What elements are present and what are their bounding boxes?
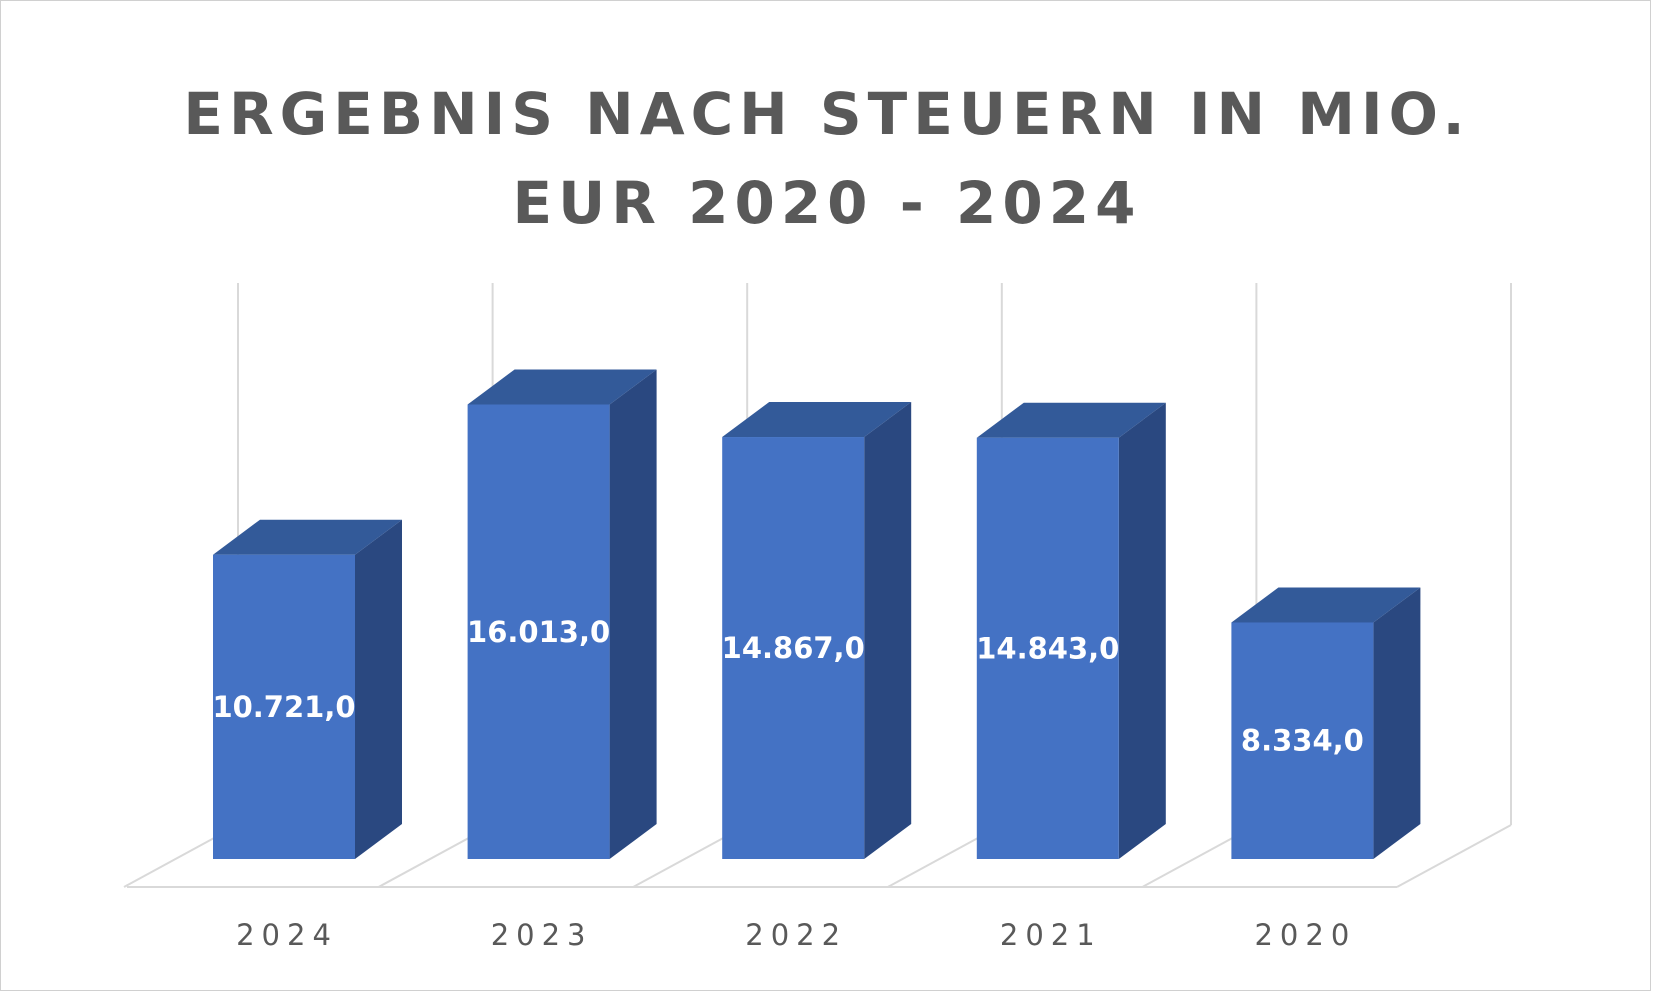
x-tick-label: 2020 [1254,918,1356,952]
x-axis-ticks: 2024 2023 2022 2021 2020 [236,918,1356,952]
bar-side-2021 [1118,402,1166,859]
data-label-2021: 14.843,0 [976,631,1119,665]
bars: 10.721,0 16.013,0 14.867,0 14.843,0 8.334,0 [212,369,1421,859]
bar-top-2024 [213,519,402,555]
bar-top-2020 [1231,587,1421,623]
chart-title-line-2: EUR 2020 - 2024 [513,169,1142,237]
bar-2022 [722,437,865,859]
bar-top-2021 [976,402,1166,438]
bar-top-2023 [467,369,657,405]
bar-side-2020 [1373,587,1421,859]
data-label-2023: 16.013,0 [467,615,610,649]
bar-2021 [976,437,1119,859]
x-tick-label: 2022 [745,918,847,952]
data-label-2024: 10.721,0 [212,690,355,724]
bar-side-2023 [609,369,657,859]
bar-2020 [1231,622,1374,859]
bar-side-2022 [864,402,912,859]
bar-2024 [213,554,355,859]
bar-2023 [467,404,610,859]
x-tick-label: 2021 [1000,918,1102,952]
data-label-2020: 8.334,0 [1241,724,1364,758]
floor-divider [1396,824,1512,888]
x-tick-label: 2023 [491,918,593,952]
bar-side-2024 [355,519,402,859]
data-label-2022: 14.867,0 [722,631,865,665]
x-tick-label: 2024 [236,918,338,952]
bar-top-2022 [722,402,912,438]
chart-title-line-1: ERGEBNIS NACH STEUERN IN MIO. [183,80,1470,148]
